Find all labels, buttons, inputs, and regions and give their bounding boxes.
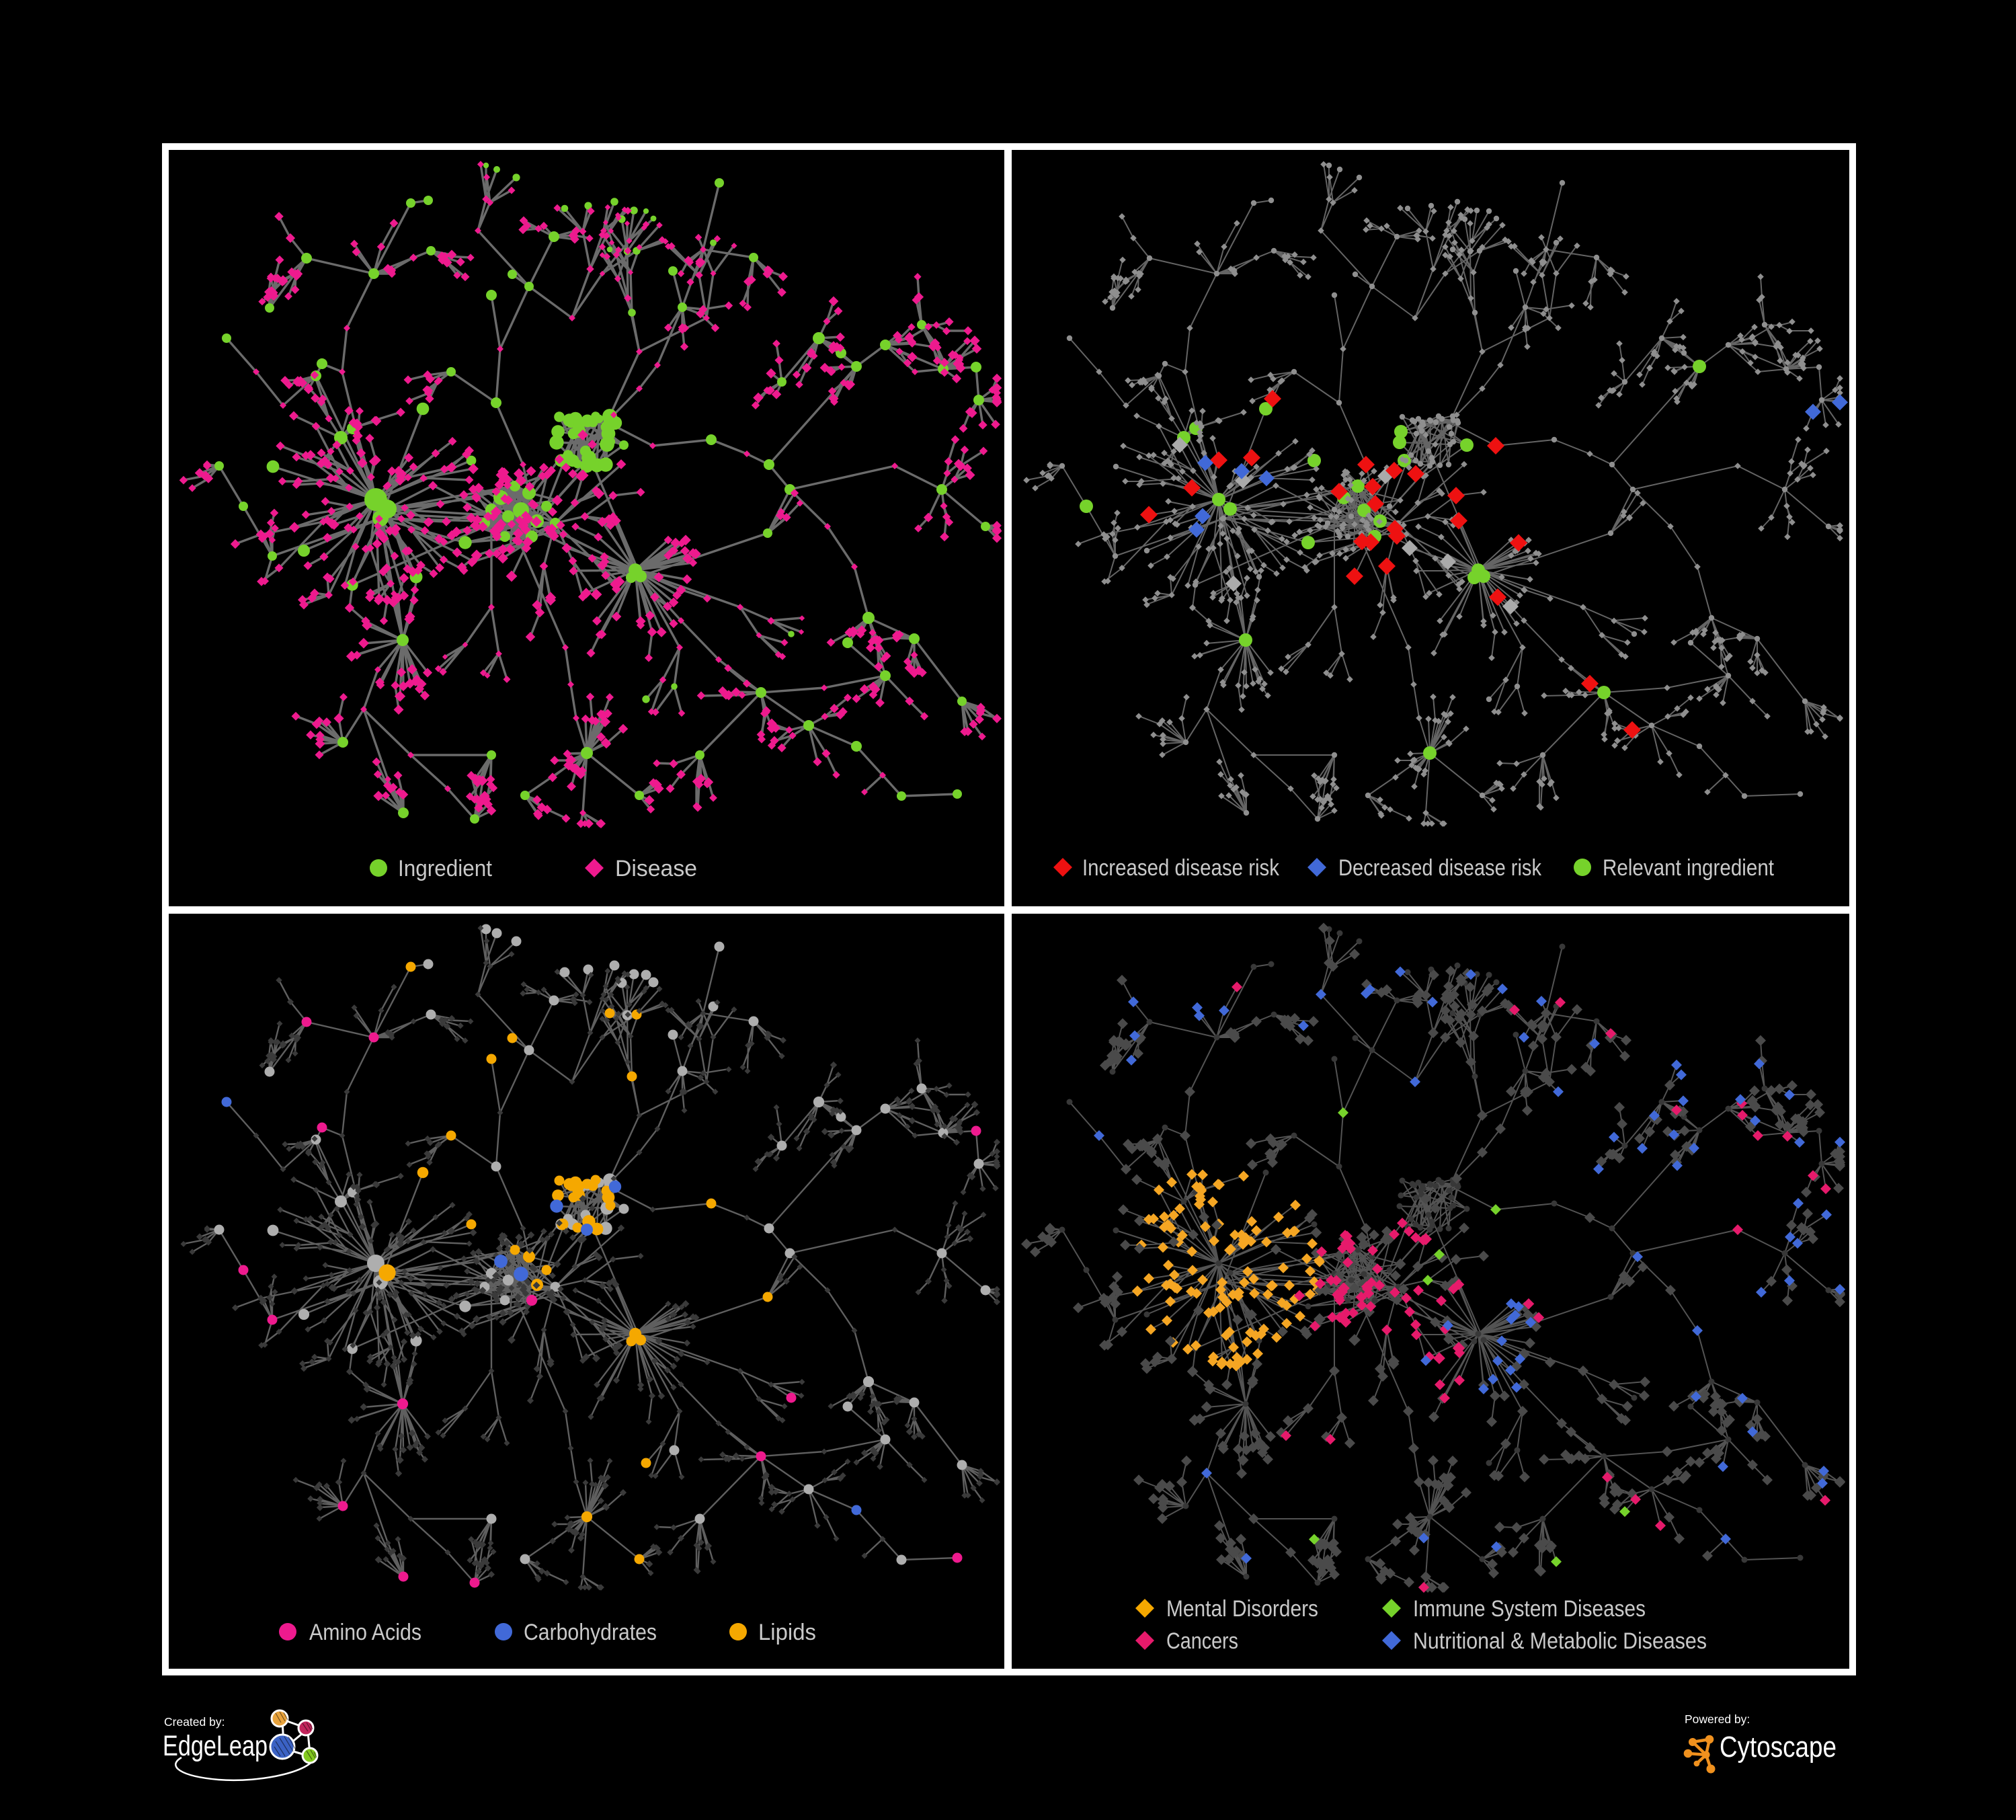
- svg-text:Immune System Diseases: Immune System Diseases: [1413, 1596, 1646, 1622]
- svg-text:Ingredient: Ingredient: [398, 856, 493, 881]
- svg-text:Nutritional & Metabolic Diseas: Nutritional & Metabolic Diseases: [1413, 1628, 1707, 1654]
- svg-text:Lipids: Lipids: [758, 1620, 816, 1645]
- svg-text:Relevant ingredient: Relevant ingredient: [1603, 855, 1774, 881]
- svg-text:Decreased disease risk: Decreased disease risk: [1338, 855, 1542, 881]
- svg-text:Carbohydrates: Carbohydrates: [524, 1620, 657, 1645]
- svg-text:Cancers: Cancers: [1166, 1628, 1238, 1654]
- svg-text:Increased disease risk: Increased disease risk: [1082, 855, 1280, 881]
- svg-text:Disease: Disease: [615, 856, 697, 881]
- svg-text:Amino Acids: Amino Acids: [309, 1620, 421, 1645]
- svg-text:Cytoscape: Cytoscape: [1720, 1731, 1837, 1764]
- svg-text:Powered by:: Powered by:: [1685, 1712, 1750, 1726]
- svg-text:EdgeLeap: EdgeLeap: [163, 1730, 268, 1762]
- svg-text:Created by:: Created by:: [164, 1715, 225, 1729]
- svg-text:Mental Disorders: Mental Disorders: [1166, 1596, 1318, 1622]
